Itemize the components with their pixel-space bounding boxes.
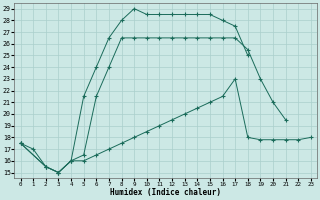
X-axis label: Humidex (Indice chaleur): Humidex (Indice chaleur) xyxy=(110,188,221,197)
